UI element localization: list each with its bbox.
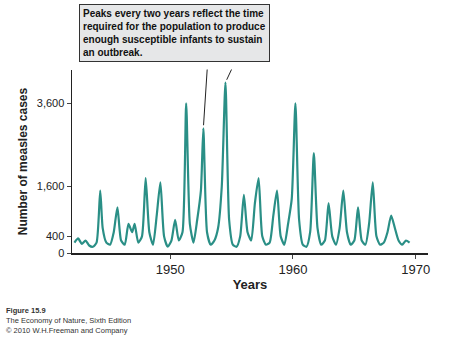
svg-text:0: 0 [58,247,64,259]
svg-text:3,600: 3,600 [37,97,65,109]
svg-text:400: 400 [46,230,64,242]
svg-text:Peaks every two years reflect: Peaks every two years reflect the timere… [83,8,266,58]
svg-text:Figure 15.9The Economy of Natu: Figure 15.9The Economy of Nature, Sixth … [6,306,131,335]
svg-text:Number of measles cases: Number of measles cases [16,87,30,235]
svg-text:Years: Years [233,277,268,292]
svg-text:1950: 1950 [156,262,185,277]
svg-text:1,600: 1,600 [37,180,65,192]
svg-text:1970: 1970 [401,262,430,277]
svg-text:1960: 1960 [279,262,308,277]
